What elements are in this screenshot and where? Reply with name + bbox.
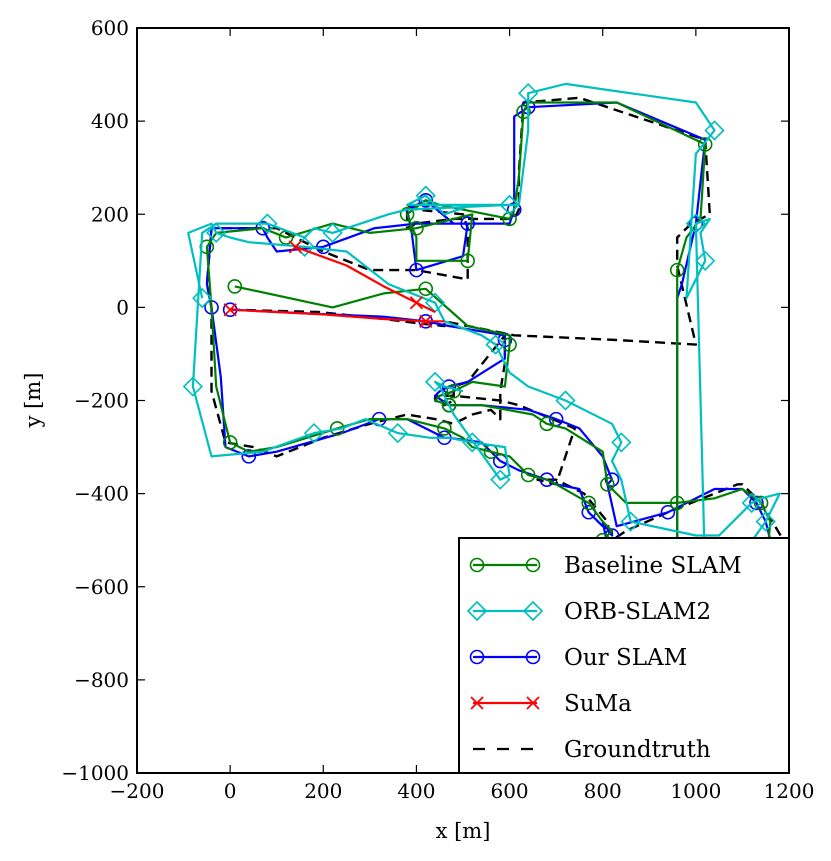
data-point-marker xyxy=(581,495,597,511)
data-point-marker xyxy=(697,137,713,152)
series-layer xyxy=(182,82,789,581)
y-tick-label: 600 xyxy=(91,16,129,40)
data-point-marker xyxy=(600,477,615,492)
data-point-marker xyxy=(182,376,204,397)
data-point-marker xyxy=(387,422,408,444)
data-point-marker xyxy=(695,250,716,271)
y-tick-label: 0 xyxy=(116,295,129,319)
data-point-marker xyxy=(704,120,725,141)
series-suma xyxy=(223,240,445,328)
y-tick-label: −400 xyxy=(74,482,129,506)
x-tick-label: −200 xyxy=(110,779,165,803)
x-axis-label: x [m] xyxy=(436,819,491,843)
data-point-marker xyxy=(604,472,620,487)
data-point-marker xyxy=(415,185,436,206)
legend-marker xyxy=(466,600,488,622)
data-point-marker xyxy=(741,492,762,514)
data-point-marker xyxy=(419,314,433,328)
data-point-marker xyxy=(749,495,764,511)
data-point-marker xyxy=(502,211,517,227)
data-point-marker xyxy=(437,421,452,436)
data-point-marker xyxy=(660,504,676,520)
legend-marker xyxy=(526,696,540,710)
data-point-marker xyxy=(485,334,506,355)
x-tick-label: 200 xyxy=(304,779,342,803)
data-point-marker xyxy=(206,222,227,244)
legend-label: Groundtruth xyxy=(564,737,711,763)
data-point-marker xyxy=(223,303,237,317)
x-tick-label: 400 xyxy=(397,779,435,803)
data-point-marker xyxy=(611,432,632,453)
data-point-marker xyxy=(303,422,325,444)
legend-label: SuMa xyxy=(564,691,632,717)
series-line xyxy=(205,101,772,574)
data-point-marker xyxy=(753,495,769,511)
data-point-marker xyxy=(502,337,517,352)
data-point-marker xyxy=(685,213,706,234)
y-tick-label: 400 xyxy=(91,109,129,133)
series-line xyxy=(230,308,445,323)
data-point-marker xyxy=(399,206,415,222)
data-point-marker xyxy=(409,220,424,236)
data-point-marker xyxy=(755,511,776,532)
data-point-marker xyxy=(462,432,483,453)
data-point-marker xyxy=(490,469,511,490)
data-point-marker xyxy=(460,216,475,231)
data-point-marker xyxy=(669,262,685,278)
x-tick-label: 600 xyxy=(490,779,528,803)
x-tick-label: 800 xyxy=(584,779,622,803)
data-point-marker xyxy=(669,495,685,511)
data-point-marker xyxy=(516,104,531,120)
legend-marker xyxy=(470,696,484,710)
legend-marker xyxy=(525,557,541,573)
data-point-marker xyxy=(192,287,213,309)
data-point-marker xyxy=(539,416,555,432)
legend-marker xyxy=(522,600,544,622)
data-point-marker xyxy=(499,194,520,216)
data-point-marker xyxy=(409,262,424,278)
data-point-marker xyxy=(241,449,257,464)
data-point-marker xyxy=(620,511,641,532)
legend-label: Our SLAM xyxy=(564,645,687,671)
data-point-marker xyxy=(315,239,331,255)
data-point-marker xyxy=(418,192,434,208)
data-point-marker xyxy=(418,281,434,297)
x-tick-label: 0 xyxy=(224,779,237,803)
data-point-marker xyxy=(520,467,536,483)
data-point-marker xyxy=(322,222,343,244)
x-tick-label: 1000 xyxy=(670,779,721,803)
data-point-marker xyxy=(539,472,555,487)
data-point-marker xyxy=(441,397,457,413)
series-line xyxy=(187,82,781,579)
legend-box xyxy=(458,537,790,774)
legend-marker xyxy=(525,649,541,665)
y-tick-label: −200 xyxy=(74,389,129,413)
data-point-marker xyxy=(424,371,446,393)
data-point-marker xyxy=(227,279,243,294)
series-line xyxy=(294,245,436,313)
y-tick-label: 200 xyxy=(91,202,129,226)
y-axis-label: y [m] xyxy=(21,373,45,429)
data-point-marker xyxy=(288,240,302,254)
y-tick-label: −600 xyxy=(74,575,129,599)
data-point-marker xyxy=(555,390,576,411)
legend-label: ORB-SLAM2 xyxy=(564,599,711,625)
series-orb-slam2 xyxy=(182,82,781,579)
data-point-marker xyxy=(257,213,278,234)
legend-marker xyxy=(469,557,485,573)
x-tick-label: 1200 xyxy=(764,779,815,803)
y-tick-label: −1000 xyxy=(61,761,129,785)
y-tick-label: −800 xyxy=(74,668,129,692)
data-point-marker xyxy=(460,253,475,269)
data-point-marker xyxy=(409,296,424,310)
legend-label: Baseline SLAM xyxy=(564,553,742,579)
data-point-marker xyxy=(222,435,238,450)
legend: Baseline SLAM ORB-SLAM2 Our SLAM SuMa Ground… xyxy=(458,537,790,774)
tick-layer: −200 0 200 400 600 800 1000 1200 −1000 −800 −600 −4… xyxy=(61,16,814,803)
legend-marker xyxy=(469,649,485,665)
data-point-marker xyxy=(518,83,539,104)
